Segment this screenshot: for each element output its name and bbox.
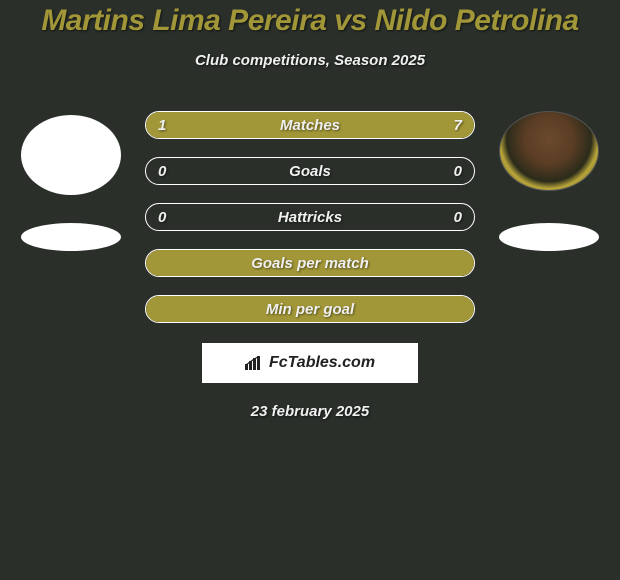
stat-label: Goals: [146, 158, 474, 184]
player-right-column: [493, 111, 605, 251]
stat-row: 00Hattricks: [145, 203, 475, 231]
stat-row: 17Matches: [145, 111, 475, 139]
stat-label: Hattricks: [146, 204, 474, 230]
player-left-badge: [21, 223, 121, 251]
player-right-badge: [499, 223, 599, 251]
comparison-layout: 17Matches 00Goals 00Hattricks Goals per mat…: [0, 111, 620, 323]
stat-label: Matches: [146, 112, 474, 138]
attribution-box[interactable]: FcTables.com: [202, 343, 418, 383]
stat-row: 00Goals: [145, 157, 475, 185]
page-subtitle: Club competitions, Season 2025: [0, 52, 620, 69]
player-right-avatar: [499, 111, 599, 191]
comparison-card: Martins Lima Pereira vs Nildo Petrolina …: [0, 0, 620, 420]
page-title: Martins Lima Pereira vs Nildo Petrolina: [0, 4, 620, 38]
date-line: 23 february 2025: [0, 403, 620, 420]
stats-column: 17Matches 00Goals 00Hattricks Goals per mat…: [145, 111, 475, 323]
bar-chart-icon: [245, 356, 263, 370]
player-left-column: [15, 111, 127, 251]
attribution-text: FcTables.com: [269, 354, 375, 372]
stat-label: Min per goal: [146, 296, 474, 322]
stat-row: Goals per match: [145, 249, 475, 277]
player-left-avatar: [21, 115, 121, 195]
stat-label: Goals per match: [146, 250, 474, 276]
stat-row: Min per goal: [145, 295, 475, 323]
